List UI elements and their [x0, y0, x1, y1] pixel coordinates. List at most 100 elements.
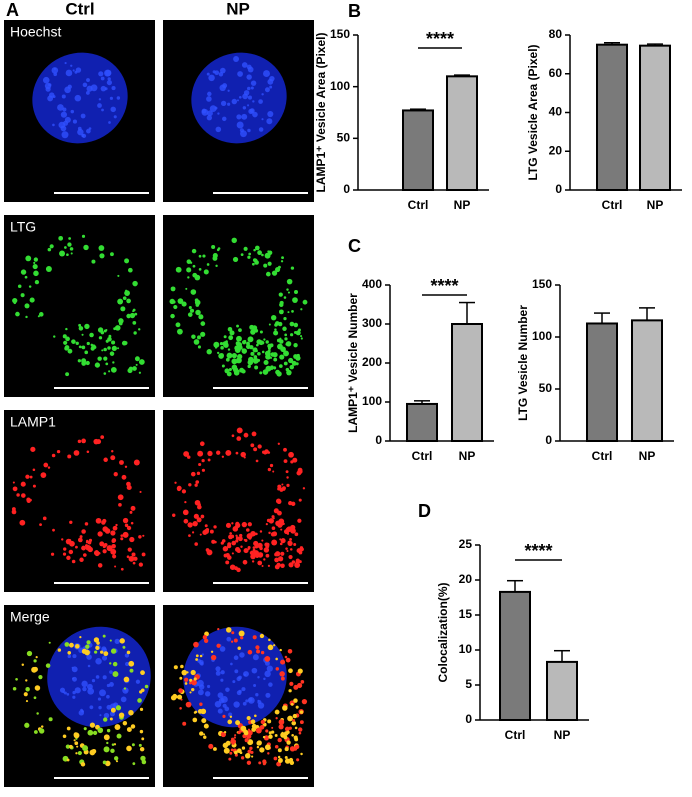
vesicle: [271, 270, 278, 276]
chromatin: [220, 100, 227, 107]
vesicle: [73, 732, 80, 739]
vesicle: [247, 364, 251, 369]
vesicle: [132, 366, 137, 371]
vesicle: [176, 328, 183, 335]
vesicle: [294, 290, 299, 295]
vesicle: [280, 563, 285, 568]
vesicle: [269, 463, 274, 468]
chromatin: [60, 111, 67, 118]
vesicle: [188, 681, 192, 685]
vesicle: [231, 364, 238, 371]
vesicle: [77, 439, 82, 444]
vesicle: [290, 333, 294, 337]
vesicle: [110, 367, 117, 373]
vesicle: [300, 335, 303, 338]
vesicle: [284, 655, 288, 659]
vesicle: [183, 518, 189, 524]
y-tick-label: 0: [375, 433, 382, 447]
vesicle: [94, 362, 101, 368]
vesicle: [199, 654, 203, 658]
vesicle: [286, 549, 289, 552]
vesicle: [19, 519, 26, 526]
vesicle: [21, 663, 25, 666]
vesicle: [263, 338, 266, 341]
vesicle: [73, 450, 80, 456]
chromatin: [113, 115, 117, 119]
vesicle: [289, 321, 295, 327]
vesicle: [87, 729, 94, 736]
vesicle: [251, 431, 257, 437]
vesicle: [122, 296, 127, 301]
vesicle: [243, 432, 249, 438]
vesicle: [106, 728, 111, 733]
vesicle: [251, 262, 255, 266]
vesicle: [203, 638, 209, 643]
vesicle: [199, 533, 202, 536]
vesicle: [138, 562, 143, 567]
vesicle: [236, 567, 241, 573]
vesicle: [247, 359, 254, 366]
vesicle: [69, 247, 74, 251]
vesicle: [12, 686, 17, 691]
chromatin: [70, 109, 75, 114]
vesicle: [29, 297, 35, 303]
vesicle: [283, 317, 287, 321]
vesicle: [118, 321, 123, 326]
chromatin: [48, 83, 52, 87]
chromatin: [241, 62, 248, 68]
column-label: NP: [226, 0, 250, 18]
vesicle: [109, 639, 112, 642]
vesicle: [217, 247, 221, 250]
vesicle: [229, 751, 233, 755]
vesicle: [93, 550, 100, 556]
vesicle: [56, 449, 61, 454]
vesicle: [256, 740, 262, 746]
chromatin: [107, 77, 111, 81]
vesicle: [204, 524, 208, 528]
y-tick-label: 100: [532, 329, 552, 343]
vesicle: [194, 298, 199, 303]
vesicle: [269, 356, 273, 359]
vesicle: [133, 556, 138, 561]
vesicle: [233, 750, 238, 755]
vesicle: [276, 499, 282, 505]
panel-label: C: [348, 236, 361, 256]
vesicle: [65, 336, 70, 342]
vesicle: [243, 456, 246, 459]
vesicle: [299, 710, 304, 714]
vesicle: [231, 358, 238, 365]
vesicle: [110, 707, 116, 713]
vesicle: [64, 642, 70, 647]
vesicle: [235, 361, 238, 364]
vesicle: [113, 472, 118, 477]
vesicle: [256, 343, 259, 347]
vesicle: [178, 688, 183, 694]
chromatin: [222, 116, 227, 122]
x-tick-label: Ctrl: [408, 198, 429, 212]
chromatin: [264, 670, 271, 678]
vesicle: [201, 718, 207, 724]
vesicle: [183, 451, 190, 457]
vesicle: [115, 523, 118, 527]
vesicle: [285, 341, 292, 347]
vesicle: [231, 540, 236, 546]
vesicle: [184, 500, 187, 504]
vesicle: [263, 263, 268, 268]
vesicle: [229, 532, 232, 535]
vesicle: [103, 372, 107, 375]
vesicle: [91, 748, 97, 754]
vesicle: [23, 692, 28, 697]
chromatin: [125, 689, 128, 692]
chromatin: [232, 680, 236, 684]
vesicle: [110, 548, 117, 555]
vesicle: [139, 729, 144, 734]
vesicle: [194, 483, 198, 487]
y-tick-label: 300: [362, 316, 382, 330]
vesicle: [198, 314, 204, 320]
vesicle: [231, 434, 235, 438]
channel-label: LAMP1: [10, 414, 56, 430]
vesicle: [261, 350, 265, 354]
vesicle: [84, 649, 90, 656]
vesicle: [206, 349, 212, 355]
vesicle: [172, 300, 176, 304]
